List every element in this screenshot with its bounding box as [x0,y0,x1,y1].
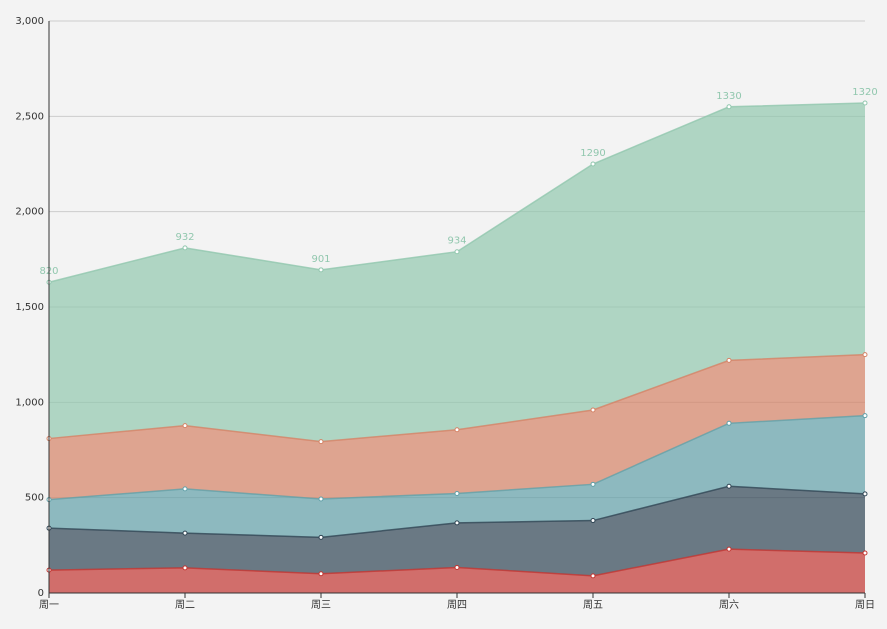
point [726,420,732,426]
point [862,100,868,106]
y-tick-label: 1,000 [15,397,44,408]
point [726,546,732,552]
data-label: 901 [311,254,330,265]
point [182,486,188,492]
area [49,415,865,538]
y-tick-label: 3,000 [15,16,44,27]
point [862,352,868,358]
area [49,549,865,593]
data-label: 934 [447,236,466,247]
point [182,245,188,251]
y-tick-label: 2,500 [15,111,44,122]
point [318,496,324,502]
data-label: 932 [175,232,194,243]
x-tick-label: 周日 [855,599,875,611]
data-label: 1290 [580,148,605,159]
x-tick-label: 周一 [39,599,59,611]
x-tick-label: 周四 [447,599,467,611]
point [590,518,596,524]
point [726,357,732,363]
point [182,530,188,536]
point [862,550,868,556]
area [49,486,865,576]
point [318,439,324,445]
point [726,104,732,110]
point [590,407,596,413]
point [182,565,188,571]
point [454,520,460,526]
y-tick-label: 2,000 [15,207,44,218]
y-tick-label: 1,500 [15,302,44,313]
point [590,481,596,487]
point [318,267,324,273]
x-tick-label: 周二 [175,599,195,611]
point [590,573,596,579]
data-label: 1330 [716,91,741,102]
point [318,534,324,540]
point [862,491,868,497]
x-tick-label: 周六 [719,599,739,611]
y-tick-label: 0 [38,588,44,599]
point [726,483,732,489]
area [49,354,865,500]
point [454,427,460,433]
point [182,423,188,429]
data-label: 1320 [852,87,877,98]
point [590,161,596,167]
point [454,249,460,255]
point [318,571,324,577]
point [862,413,868,419]
area [49,102,865,442]
y-tick-label: 500 [25,493,44,504]
x-tick-label: 周三 [311,599,331,611]
point [454,564,460,570]
x-tick-label: 周五 [583,599,603,611]
point [454,490,460,496]
